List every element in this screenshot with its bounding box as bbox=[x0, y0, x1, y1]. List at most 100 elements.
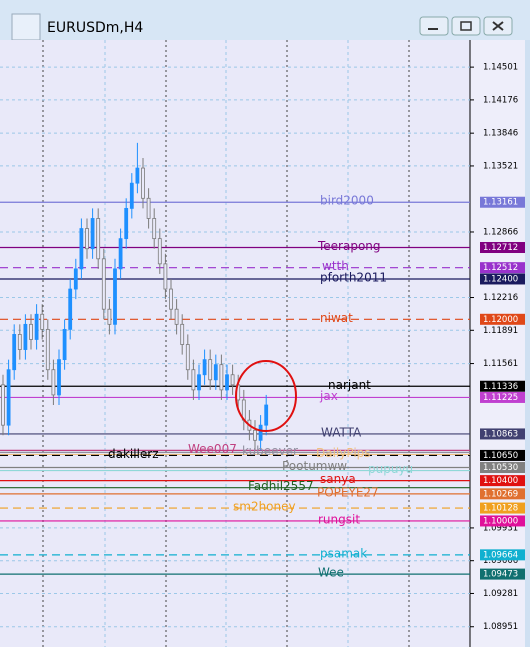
candle-body bbox=[264, 404, 269, 426]
candle-body bbox=[129, 182, 134, 209]
candle-body bbox=[152, 218, 157, 240]
price-box bbox=[480, 449, 528, 461]
candle-body bbox=[17, 334, 22, 350]
candle-body bbox=[258, 424, 263, 441]
level-name: pforth2011 bbox=[320, 270, 387, 284]
minimize-icon bbox=[428, 28, 438, 30]
candle-body bbox=[1, 384, 5, 426]
level-name: Wee bbox=[318, 566, 344, 580]
candle-body bbox=[107, 308, 112, 325]
level-name: Wee007 bbox=[188, 442, 237, 456]
level-name: bird2000 bbox=[320, 194, 374, 208]
candle-body bbox=[146, 197, 151, 219]
price-box bbox=[480, 502, 528, 514]
close-icon bbox=[492, 21, 504, 31]
candle-body bbox=[34, 313, 39, 340]
price-label: 1.12712 bbox=[483, 243, 518, 253]
price-box bbox=[480, 568, 528, 580]
candle-body bbox=[253, 429, 257, 441]
level-name: Fadhil2557 bbox=[248, 479, 314, 493]
price-label: 1.10863 bbox=[483, 429, 518, 439]
y-tick-label: 1.13521 bbox=[483, 161, 518, 171]
level-name: sanya bbox=[320, 472, 356, 486]
price-box bbox=[480, 488, 528, 500]
level-name: niwat bbox=[320, 311, 353, 325]
price-box bbox=[480, 273, 528, 285]
price-axis bbox=[470, 40, 525, 647]
level-name: dakillerz bbox=[108, 447, 159, 461]
price-box bbox=[480, 196, 528, 208]
price-label: 1.10000 bbox=[483, 516, 518, 526]
candle-body bbox=[197, 374, 201, 391]
price-label: 1.10128 bbox=[483, 504, 518, 514]
level-name: rungsit bbox=[318, 512, 360, 526]
price-label: 1.11225 bbox=[483, 393, 518, 403]
candle-body bbox=[79, 228, 84, 270]
price-label: 1.10269 bbox=[483, 489, 518, 499]
level-name: jax bbox=[319, 389, 338, 403]
minimize-button[interactable] bbox=[419, 16, 449, 36]
level-name: narjant bbox=[328, 378, 371, 392]
price-label: 1.13161 bbox=[483, 198, 518, 208]
price-label: 1.12400 bbox=[483, 274, 518, 284]
price-box bbox=[480, 380, 528, 392]
y-tick-label: 1.13846 bbox=[483, 129, 518, 139]
window-title: EURUSDm,H4 bbox=[47, 20, 143, 36]
candle-body bbox=[157, 238, 162, 265]
candle-body bbox=[213, 364, 218, 381]
level-name: wtth bbox=[322, 259, 349, 273]
price-label: 1.09473 bbox=[483, 570, 518, 580]
candle-body bbox=[29, 323, 33, 340]
restore-button[interactable] bbox=[451, 16, 481, 36]
candle-body bbox=[135, 167, 140, 184]
window-border bbox=[525, 40, 530, 647]
candle-body bbox=[180, 323, 185, 345]
candle-body bbox=[51, 369, 56, 396]
candle-body bbox=[219, 364, 224, 391]
candle-body bbox=[163, 263, 168, 290]
candle-body bbox=[73, 268, 78, 290]
candle-body bbox=[174, 308, 179, 325]
price-label: 1.10530 bbox=[483, 463, 518, 473]
level-name: Pootumww bbox=[282, 459, 347, 473]
level-name: POPEYE27 bbox=[317, 485, 379, 499]
candle-body bbox=[23, 323, 28, 350]
price-box bbox=[480, 313, 528, 325]
candle-body bbox=[57, 359, 61, 396]
price-label: 1.10650 bbox=[483, 451, 518, 461]
price-label: 1.10400 bbox=[483, 476, 518, 486]
tab bbox=[11, 13, 41, 41]
candle-body bbox=[90, 218, 95, 250]
candle-body bbox=[208, 359, 213, 381]
level-name: kubeever bbox=[242, 444, 298, 458]
price-box bbox=[480, 391, 528, 403]
candle-body bbox=[6, 369, 11, 426]
y-tick-label: 1.09606 bbox=[483, 556, 518, 566]
y-tick-label: 1.08951 bbox=[483, 622, 518, 632]
level-name: psamak bbox=[320, 546, 367, 560]
price-box bbox=[480, 428, 528, 440]
grid bbox=[42, 40, 410, 647]
candle-body bbox=[202, 359, 207, 376]
candle-body bbox=[12, 334, 17, 371]
candle-body bbox=[45, 328, 50, 371]
y-tick-label: 1.12216 bbox=[483, 293, 518, 303]
candle-body bbox=[85, 228, 89, 250]
y-tick-label: 1.11891 bbox=[483, 326, 518, 336]
candle-body bbox=[225, 374, 229, 391]
level-name: WATTA bbox=[321, 425, 362, 439]
candle-body bbox=[185, 344, 190, 371]
price-box bbox=[480, 242, 528, 254]
y-tick-label: 1.09931 bbox=[483, 523, 518, 533]
y-tick-label: 1.12866 bbox=[483, 227, 518, 237]
y-tick-label: 1.14501 bbox=[483, 63, 518, 73]
price-box bbox=[480, 462, 528, 474]
price-box bbox=[480, 549, 528, 561]
plot-area bbox=[0, 40, 470, 647]
candle-body bbox=[118, 238, 123, 270]
candle-body bbox=[169, 288, 173, 310]
candle-body bbox=[40, 313, 45, 330]
price-label: 1.11336 bbox=[483, 382, 518, 392]
